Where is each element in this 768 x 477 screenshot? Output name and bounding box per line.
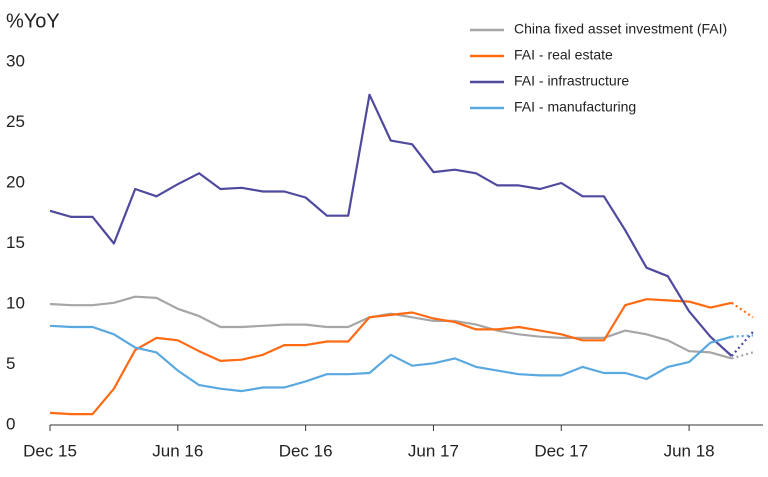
- series-forecast: [731, 334, 754, 338]
- series-line: [49, 298, 732, 416]
- series-line: [49, 324, 732, 393]
- y-tick-label: 15: [6, 233, 25, 252]
- x-tick-label: Jun 17: [408, 441, 459, 460]
- y-tick-label: 10: [6, 293, 25, 312]
- x-tick-label: Dec 17: [534, 441, 588, 460]
- x-tick-label: Jun 18: [664, 441, 715, 460]
- legend-label: FAI - manufacturing: [514, 99, 636, 115]
- legend-label: China fixed asset investment (FAI): [514, 21, 727, 37]
- y-tick-label: 5: [6, 354, 15, 373]
- legend-label: FAI - real estate: [514, 47, 613, 63]
- series-forecast: [731, 301, 754, 319]
- x-tick-label: Jun 16: [152, 441, 203, 460]
- series-forecast: [730, 331, 754, 357]
- y-tick-label: 0: [6, 414, 15, 433]
- series-line: [49, 295, 732, 360]
- x-tick-label: Dec 16: [279, 441, 333, 460]
- y-tick-label: 30: [6, 51, 25, 70]
- x-tick-label: Dec 15: [23, 441, 77, 460]
- y-tick-label: 20: [6, 172, 25, 191]
- y-axis-label: %YoY: [6, 10, 60, 32]
- series-forecast: [731, 351, 754, 360]
- series-line: [49, 93, 733, 357]
- y-tick-label: 25: [6, 112, 25, 131]
- legend-label: FAI - infrastructure: [514, 73, 629, 89]
